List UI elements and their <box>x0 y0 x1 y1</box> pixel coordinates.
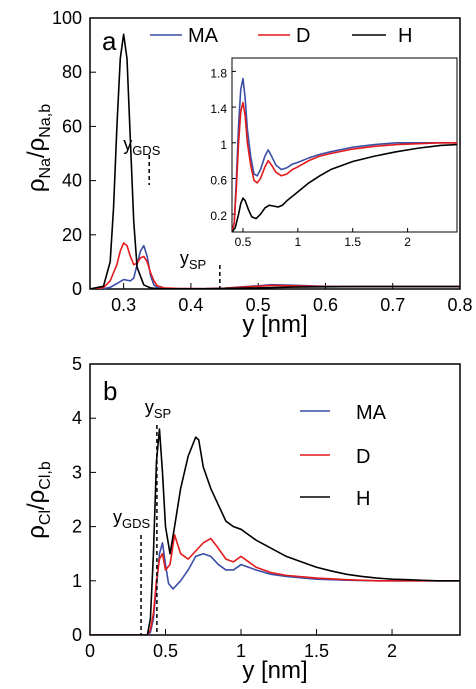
panel-a-y-tick-label: 100 <box>52 8 82 28</box>
panel-a-x-axis-label: y [nm] <box>242 311 307 338</box>
panel-a-x-tick-label: 0.7 <box>380 295 405 315</box>
panel-b-x-tick-label: 1.5 <box>304 641 329 661</box>
panel-a-y-tick-label: 0 <box>72 279 82 299</box>
panel-b-x-tick-label: 2 <box>387 641 397 661</box>
panel-a-series <box>90 33 460 289</box>
legend-b-label-h: H <box>356 488 370 510</box>
panel-b-ticks: 0 0.5 1 1.5 2 0 1 2 3 4 5 <box>72 354 397 661</box>
panel-b-y-tick-label: 5 <box>72 354 82 374</box>
inset-series-h-line <box>232 143 457 232</box>
panel-b-series <box>90 428 460 635</box>
panel-b-y-tick-label: 3 <box>72 462 82 482</box>
legend-a-label-h: H <box>398 25 412 47</box>
inset-ticks: 0.5 1 1.5 2 0.2 0.6 1 1.4 1.8 <box>210 66 411 249</box>
panel-b-y-tick-label: 1 <box>72 571 82 591</box>
panel-a-chart: 0.3 0.4 0.5 0.6 0.7 0.8 0 20 40 60 80 100 yGDS ySP a… <box>23 8 473 338</box>
panel-b-x-tick-label: 0.5 <box>153 641 178 661</box>
panel-a-inset: 0.5 1 1.5 2 0.2 0.6 1 1.4 1.8 <box>210 57 458 249</box>
legend-b-label-d: D <box>356 446 370 468</box>
inset-series-d-line <box>232 101 457 232</box>
legend-a-label-d: D <box>296 25 310 47</box>
panel-a-annotation-label: ySP <box>180 248 206 272</box>
panel-a-y-tick-label: 40 <box>62 171 82 191</box>
legend-b-label-ma: MA <box>356 402 387 424</box>
legend-a-label-ma: MA <box>188 25 219 47</box>
panel-b-series-d-line <box>90 533 460 635</box>
panel-a-x-tick-label: 0.5 <box>246 295 271 315</box>
panel-b-y-tick-label: 4 <box>72 408 82 428</box>
panel-a-x-tick-label: 0.4 <box>178 295 203 315</box>
panel-b-x-tick-label: 0 <box>85 641 95 661</box>
panel-b-series-ma-line <box>90 542 460 635</box>
panel-a-legend: MA D H <box>150 25 412 47</box>
inset-y-tick-label: 1.8 <box>210 66 227 80</box>
panel-a-y-axis-label: ρNa/ρNa,b <box>23 104 54 192</box>
inset-y-tick-label: 0.6 <box>210 173 227 187</box>
panel-b-y-tick-label: 2 <box>72 517 82 537</box>
panel-a-x-tick-label: 0.3 <box>111 295 136 315</box>
inset-y-tick-label: 0.2 <box>210 209 227 223</box>
panel-a-series-ma-line <box>90 244 460 289</box>
panel-a-x-tick-label: 0.8 <box>447 295 472 315</box>
inset-y-tick-label: 1.4 <box>210 102 227 116</box>
panel-a-y-tick-label: 20 <box>62 225 82 245</box>
panel-b-letter: b <box>103 376 117 406</box>
panel-a-ticks: 0.3 0.4 0.5 0.6 0.7 0.8 0 20 40 60 80 100 <box>52 8 473 315</box>
panel-a-series-h-line <box>90 33 460 289</box>
panel-b-x-axis-label: y [nm] <box>242 657 307 684</box>
panel-a-series-d-line <box>90 242 460 289</box>
panel-a-y-tick-label: 60 <box>62 116 82 136</box>
inset-plot-frame <box>231 57 458 233</box>
panel-a-plot-frame <box>89 17 461 290</box>
inset-y-tick-label: 1 <box>220 138 227 152</box>
panel-a-annotation-label: yGDS <box>123 134 161 158</box>
inset-x-tick-label: 2 <box>404 235 411 249</box>
panel-b-annotation-label: ySP <box>145 397 171 421</box>
panel-b-legend: MA D H <box>300 402 387 510</box>
inset-x-tick-label: 1.5 <box>344 235 361 249</box>
panel-b-annotation-label: yGDS <box>113 507 150 531</box>
panel-b-y-axis-label: ρCl/ρCl,b <box>23 461 54 539</box>
panel-a-x-tick-label: 0.6 <box>313 295 338 315</box>
panel-b-plot-frame <box>89 363 461 636</box>
panel-b-annotations: ySP yGDS <box>113 397 171 635</box>
inset-x-tick-label: 0.5 <box>235 235 252 249</box>
inset-series <box>232 77 457 232</box>
panel-b-y-tick-label: 0 <box>72 625 82 645</box>
panel-a-y-tick-label: 80 <box>62 62 82 82</box>
panel-b-series-h-line <box>90 428 460 635</box>
panel-a-annotations: yGDS ySP <box>123 134 221 289</box>
inset-series-ma-line <box>232 77 457 232</box>
inset-x-tick-label: 1 <box>295 235 302 249</box>
panel-b-x-tick-label: 1 <box>236 641 246 661</box>
panel-a-letter: a <box>102 26 117 56</box>
